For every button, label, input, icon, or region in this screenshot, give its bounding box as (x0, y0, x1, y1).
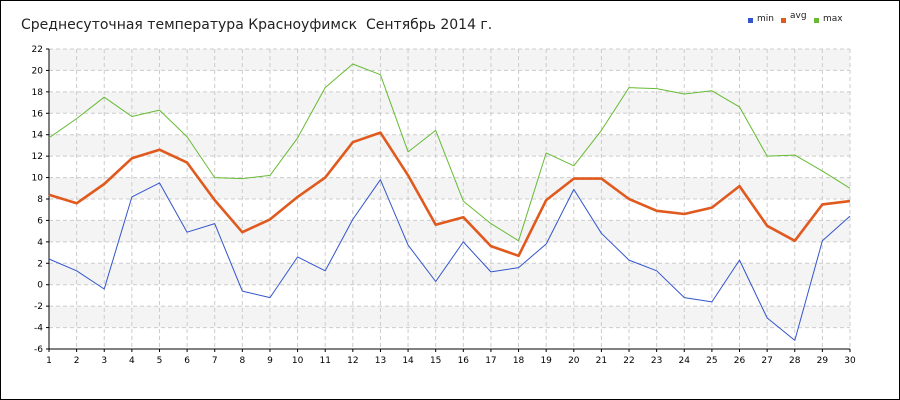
x-tick-label: 12 (347, 356, 358, 366)
legend-label-avg: avg (790, 11, 807, 21)
grid-band (49, 134, 850, 157)
series-line-max (48, 63, 851, 242)
y-tick-label: 20 (32, 66, 44, 76)
x-tick-label: 4 (129, 356, 135, 366)
y-tick-label: 0 (37, 281, 43, 291)
x-tick-label: 23 (651, 356, 662, 366)
y-tick-label: -4 (34, 324, 43, 334)
legend-label-max: max (823, 14, 843, 24)
x-tick-label: 8 (239, 356, 245, 366)
y-tick-label: 8 (37, 195, 43, 205)
x-tick-label: 13 (375, 356, 386, 366)
y-tick-label: 14 (32, 131, 44, 141)
x-tick-label: 17 (485, 356, 496, 366)
y-tick-label: 2 (37, 259, 43, 269)
x-tick-label: 9 (267, 356, 273, 366)
grid-band (49, 49, 850, 71)
x-tick-label: 25 (706, 356, 717, 366)
x-tick-label: 22 (623, 356, 634, 366)
y-tick-label: 4 (37, 238, 43, 248)
x-tick-label: 27 (761, 356, 772, 366)
x-tick-label: 24 (679, 356, 691, 366)
y-tick-label: 12 (32, 152, 43, 162)
x-tick-label: 19 (540, 356, 552, 366)
y-tick-label: 22 (32, 45, 43, 55)
x-tick-label: 30 (844, 356, 856, 366)
x-tick-label: 14 (402, 356, 414, 366)
legend-swatch-avg (781, 18, 786, 23)
legend-swatch-max (814, 18, 819, 23)
legend-swatch-min (748, 18, 753, 23)
x-tick-label: 10 (292, 356, 304, 366)
y-tick-label: 18 (32, 88, 44, 98)
x-tick-label: 7 (212, 356, 218, 366)
x-tick-label: 29 (817, 356, 829, 366)
x-tick-label: 18 (513, 356, 525, 366)
x-tick-label: 11 (319, 356, 330, 366)
x-tick-label: 20 (568, 356, 580, 366)
chart-title: Среднесуточная температура Красноуфимск … (21, 17, 493, 33)
x-tick-label: 15 (430, 356, 441, 366)
y-tick-label: -2 (34, 302, 43, 312)
x-tick-label: 6 (184, 356, 190, 366)
x-tick-label: 2 (74, 356, 80, 366)
x-tick-label: 28 (789, 356, 801, 366)
x-tick-label: 5 (157, 356, 163, 366)
y-tick-label: -6 (34, 345, 43, 355)
y-tick-label: 10 (32, 174, 44, 184)
x-tick-label: 1 (46, 356, 52, 366)
y-tick-label: 6 (37, 216, 43, 226)
x-tick-label: 21 (596, 356, 607, 366)
grid-band (49, 220, 850, 242)
x-tick-label: 26 (734, 356, 746, 366)
series-line-min (48, 179, 851, 341)
grid-band (49, 177, 850, 199)
legend-label-min: min (757, 14, 774, 24)
series-line-avg (48, 131, 851, 258)
y-tick-label: 16 (32, 109, 44, 119)
grid-band (49, 91, 850, 114)
x-tick-label: 16 (458, 356, 470, 366)
x-tick-label: 3 (101, 356, 107, 366)
grid-band (49, 306, 850, 328)
